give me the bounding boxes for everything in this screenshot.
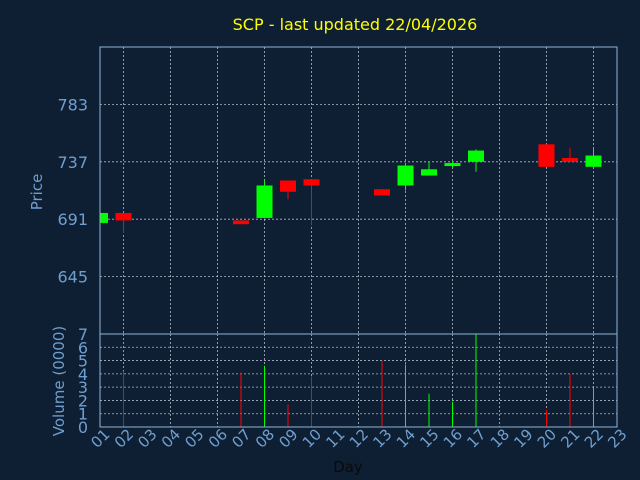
volume-tick-label: 0 [78,418,88,437]
x-tick-label: 15 [416,425,442,451]
x-tick-label: 06 [205,425,231,451]
x-tick-label: 08 [252,425,278,451]
x-tick-label: 04 [158,425,184,451]
x-tick-label: 18 [487,425,513,451]
candle-body [100,212,108,223]
x-tick-label: 19 [510,425,536,451]
x-tick-label: 12 [346,425,372,451]
x-tick-label: 02 [111,425,137,451]
x-axis-label: Day [333,458,363,476]
x-tick-label: 10 [299,425,325,451]
price-tick-label: 645 [57,268,88,287]
candle-body [562,158,578,162]
x-tick-label: 17 [463,425,489,451]
candle-body [256,185,273,218]
price-tick-label: 783 [57,95,88,114]
volume-tick-label: 1 [78,405,88,424]
volume-bars [123,334,594,427]
price-panel-frame [99,46,618,335]
x-tick-label: 03 [134,425,160,451]
price-tick-label: 691 [57,210,88,229]
price-tick-label: 737 [57,153,88,172]
volume-tick-label: 4 [78,365,88,384]
x-tick-label: 20 [534,425,560,451]
x-tick-label: 16 [440,425,466,451]
volume-panel-frame [99,333,618,428]
price-candles [99,144,602,233]
candle-body [468,150,484,162]
x-tick-labels: 0102030405060708091011121314151617181920… [87,425,630,451]
candle-body [397,165,414,186]
candle-body [421,169,437,176]
volume-tick-label: 3 [78,378,88,397]
candle-body [303,179,320,186]
candle-body [280,180,296,192]
price-axis-label: Price [28,174,46,211]
volume-tick-label: 5 [78,352,88,371]
price-grid [100,47,617,334]
x-tick-label: 23 [604,425,630,451]
candle-body [233,220,249,225]
x-tick-label: 01 [87,425,113,451]
price-tick-labels: 645 691 737 783 [57,95,88,286]
x-tick-label: 21 [557,425,583,451]
x-tick-label: 11 [322,425,348,451]
x-tick-label: 07 [228,425,254,451]
volume-grid [100,333,617,427]
x-tick-label: 14 [393,425,419,451]
volume-axis-label: Volume (0000) [50,326,68,436]
x-tick-label: 05 [181,425,207,451]
candle-body [374,189,390,196]
candle-body [585,155,602,167]
volume-tick-label: 2 [78,391,88,410]
chart-title: SCP - last updated 22/04/2026 [233,15,478,34]
candle-body [115,212,132,221]
x-tick-label: 13 [369,425,395,451]
x-tick-label: 09 [275,425,301,451]
candle-body [538,144,555,167]
volume-tick-label: 6 [78,338,88,357]
x-tick-label: 22 [581,425,607,451]
volume-tick-label: 7 [78,325,88,344]
candle-body [444,163,461,167]
